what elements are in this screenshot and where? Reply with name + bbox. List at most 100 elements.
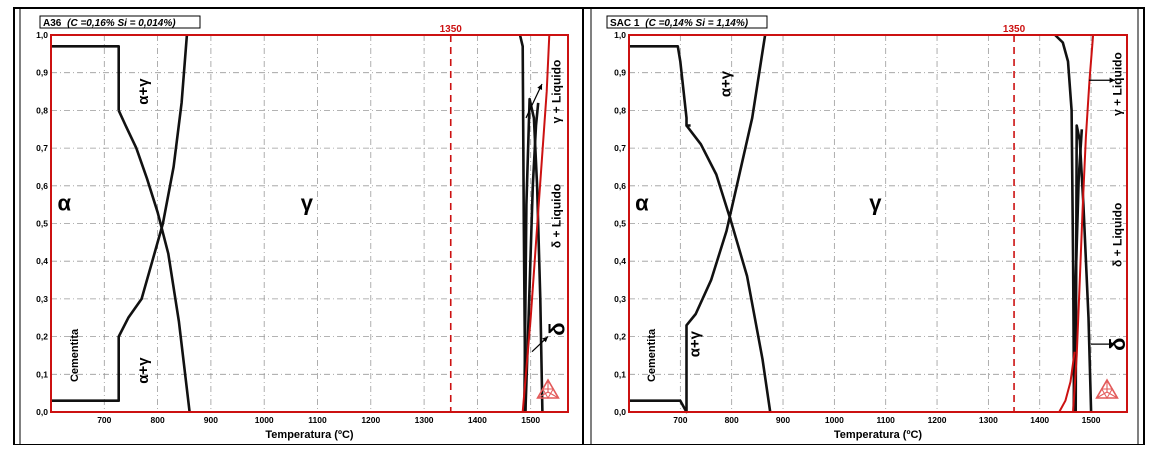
x-tick-label: 1200 bbox=[361, 415, 380, 425]
y-tick-label: 1,0 bbox=[614, 30, 626, 40]
phase-fraction-curve-4 bbox=[523, 97, 544, 413]
chart-title: A36 (C =0,16% Si = 0,014%) bbox=[43, 18, 176, 29]
title-box-frame bbox=[606, 15, 768, 29]
y-tick-label: 0,4 bbox=[36, 256, 48, 266]
y-tick-label: 0,2 bbox=[614, 332, 626, 342]
chart-panel-a36: 0,0 0,1 0,2 0,3 0,4 0,5 0,6 0,7 0,8 0,9 1,0 700 800 9… bbox=[36, 15, 570, 441]
gridlines bbox=[629, 35, 1127, 412]
phase-label: δ bbox=[1105, 337, 1130, 350]
x-tick-label: 1000 bbox=[255, 415, 274, 425]
y-tick-label: 0,0 bbox=[36, 407, 48, 417]
x-tick-label: 700 bbox=[97, 415, 111, 425]
y-tick-label: 0,7 bbox=[614, 143, 626, 153]
pointer-arrows bbox=[1089, 77, 1115, 347]
phase-labels: α γ α+γ α+γ Cementita δ δ + Liquido γ + Liquido bbox=[58, 60, 570, 384]
phase-label: α bbox=[58, 190, 72, 215]
x-tick-label: 1400 bbox=[468, 415, 487, 425]
plot-area bbox=[51, 35, 568, 412]
phase-labels: α γ α+γ α+γ Cementita δ δ + Liquido γ + Liquido bbox=[635, 52, 1130, 382]
x-tick-label: 800 bbox=[725, 415, 739, 425]
title-box: A36 (C =0,16% Si = 0,014%) bbox=[39, 15, 201, 29]
chart-title-detail: (C =0,16% Si = 0,014%) bbox=[67, 18, 176, 29]
phase-fraction-curve-2 bbox=[51, 34, 189, 403]
x-axis-label: Temperatura (ºC) bbox=[265, 429, 353, 441]
arrow-head bbox=[1109, 77, 1115, 83]
phase-label: γ bbox=[869, 190, 882, 215]
phase-label: γ bbox=[301, 190, 314, 215]
y-tick-label: 0,6 bbox=[614, 181, 626, 191]
phase-label: Cementita bbox=[69, 328, 81, 382]
phase-label: γ + Liquido bbox=[550, 60, 564, 124]
y-tick-label: 0,3 bbox=[36, 294, 48, 304]
x-tick-label: 1500 bbox=[521, 415, 540, 425]
logo-triangle-inner bbox=[541, 388, 555, 399]
x-tick-label: 1500 bbox=[1082, 415, 1101, 425]
y-tick-label: 0,5 bbox=[614, 219, 626, 229]
logo-spoke bbox=[1106, 391, 1118, 399]
thermocalc-logo bbox=[1095, 378, 1119, 399]
y-tick-label: 0,8 bbox=[614, 105, 626, 115]
plot-frame bbox=[50, 34, 569, 413]
arrow-head bbox=[1109, 341, 1115, 347]
phase-fraction-curve-1 bbox=[117, 109, 191, 413]
axis-ticks: 0,0 0,1 0,2 0,3 0,4 0,5 0,6 0,7 0,8 0,9 1,0 700 800 9… bbox=[614, 30, 1101, 425]
plot-frame bbox=[628, 34, 1128, 413]
x-tick-label: 800 bbox=[151, 415, 165, 425]
curves bbox=[628, 34, 1128, 414]
x-tick-label: 700 bbox=[673, 415, 687, 425]
curves bbox=[50, 34, 569, 413]
phase-label: α+γ bbox=[687, 330, 704, 357]
x-tick-label: 900 bbox=[776, 415, 790, 425]
logo-spoke bbox=[1096, 391, 1108, 399]
y-tick-label: 1,0 bbox=[36, 30, 48, 40]
x-tick-label: 1000 bbox=[825, 415, 844, 425]
y-tick-label: 0,1 bbox=[614, 369, 626, 379]
phase-fraction-curve-4 bbox=[1074, 124, 1093, 413]
title-box-frame bbox=[39, 15, 201, 29]
arrow-shaft bbox=[525, 83, 543, 119]
logo-spoke bbox=[537, 391, 549, 399]
phase-fraction-curve-0 bbox=[51, 44, 120, 111]
arrow-head bbox=[542, 336, 548, 343]
phase-label: δ + Liquido bbox=[1110, 203, 1124, 267]
phase-fraction-curve-3 bbox=[1054, 34, 1076, 413]
phase-fraction-curve-6 bbox=[521, 34, 551, 413]
gridlines bbox=[51, 35, 568, 412]
axis-ticks: 0,0 0,1 0,2 0,3 0,4 0,5 0,6 0,7 0,8 0,9 1,0 700 800 9… bbox=[36, 30, 540, 425]
x-tick-label: 1300 bbox=[415, 415, 434, 425]
chart-panel-sac1: 0,0 0,1 0,2 0,3 0,4 0,5 0,6 0,7 0,8 0,9 1,0 700 800 9… bbox=[606, 15, 1130, 441]
y-tick-label: 0,4 bbox=[614, 256, 626, 266]
phase-label: α+γ bbox=[135, 78, 152, 105]
y-tick-label: 0,5 bbox=[36, 219, 48, 229]
phase-fraction-curve-5 bbox=[1072, 129, 1084, 413]
chart-title: SAC 1 (C =0,14% Si = 1,14%) bbox=[610, 18, 749, 29]
phase-label: α+γ bbox=[135, 357, 152, 384]
title-box: SAC 1 (C =0,14% Si = 1,14%) bbox=[606, 15, 768, 29]
marker-line-label: 1350 bbox=[440, 24, 463, 35]
chart-title-name: A36 bbox=[43, 18, 62, 29]
x-tick-label: 1100 bbox=[308, 415, 327, 425]
y-tick-label: 0,1 bbox=[36, 369, 48, 379]
phase-label: γ + Liquido bbox=[1110, 52, 1124, 116]
x-tick-label: 1300 bbox=[979, 415, 998, 425]
y-tick-label: 0,9 bbox=[36, 68, 48, 78]
y-tick-label: 0,2 bbox=[36, 332, 48, 342]
phase-label: α bbox=[635, 190, 649, 215]
phase-fraction-curve-1 bbox=[685, 124, 772, 413]
logo-spoke bbox=[547, 391, 559, 399]
y-tick-label: 0,0 bbox=[614, 407, 626, 417]
chart-title-name: SAC 1 bbox=[610, 18, 640, 29]
phase-label: δ bbox=[545, 322, 570, 335]
phase-fraction-curve-2 bbox=[629, 34, 767, 414]
thermocalc-logo bbox=[536, 378, 560, 399]
pointer-arrows bbox=[525, 83, 549, 353]
phase-fraction-curve-7 bbox=[1058, 351, 1076, 413]
marker-line-label: 1350 bbox=[1003, 24, 1026, 35]
phase-label: δ + Liquido bbox=[550, 184, 564, 248]
logo-triangle-inner bbox=[1100, 388, 1114, 399]
phase-label: Cementita bbox=[646, 328, 658, 382]
y-tick-label: 0,3 bbox=[614, 294, 626, 304]
x-tick-label: 1200 bbox=[928, 415, 947, 425]
